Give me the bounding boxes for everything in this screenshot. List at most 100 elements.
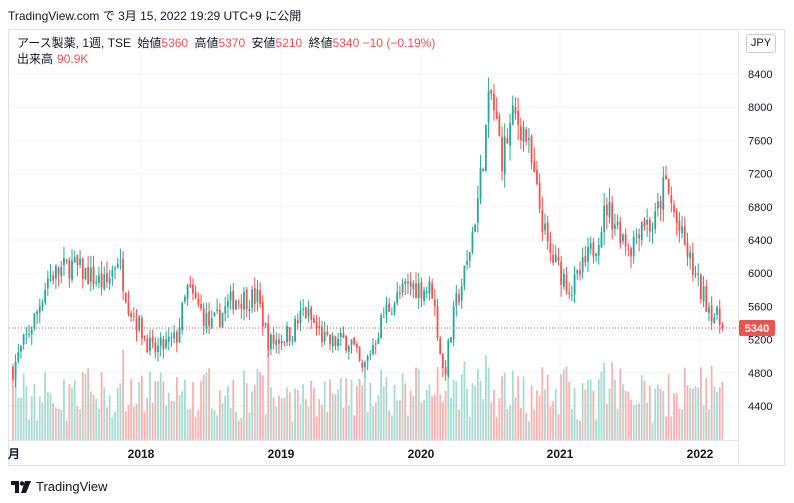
candle-body: [226, 301, 229, 307]
volume-bar: [253, 385, 256, 440]
candle-body: [396, 292, 399, 304]
candle-body: [482, 168, 485, 172]
candle-body: [229, 291, 232, 301]
volume-bar: [353, 415, 356, 440]
candle-body: [519, 126, 522, 141]
volume-bar: [579, 420, 581, 440]
publish-datetime: 3月 15, 2022 19:29 UTC+9: [118, 9, 262, 23]
candle-body: [565, 274, 568, 292]
volume-bar: [81, 371, 84, 440]
volume-bar: [326, 411, 329, 440]
candle-body: [76, 254, 79, 266]
candle-body: [498, 116, 501, 137]
volume-bar: [312, 388, 315, 440]
volume-bar: [517, 376, 520, 440]
candle-body: [490, 90, 493, 94]
candle-body: [678, 220, 681, 232]
volume-bar: [595, 419, 597, 440]
candle-body: [444, 366, 447, 375]
candle-body: [651, 230, 654, 232]
volume-bar: [299, 404, 302, 440]
volume-bar: [183, 379, 186, 440]
candle-body: [296, 320, 299, 324]
candle-body: [49, 275, 52, 278]
x-tick-label: 2022: [687, 447, 714, 461]
candle-body: [697, 273, 700, 275]
candle-body: [162, 339, 165, 350]
volume-bar: [157, 381, 159, 440]
candle-body: [544, 223, 546, 231]
candle-body: [213, 312, 216, 317]
candle-body: [630, 248, 632, 257]
candle-body: [350, 339, 353, 345]
candle-body: [718, 308, 721, 326]
volume-bar: [33, 383, 36, 440]
volume-bar: [592, 390, 595, 440]
candle-body: [116, 263, 119, 268]
candle-body: [708, 307, 710, 313]
candle-body: [22, 334, 25, 345]
symbol-title[interactable]: アース製薬, 1週, TSE: [17, 36, 132, 50]
volume-bar: [541, 367, 544, 440]
candle-body: [165, 339, 167, 348]
volume-bar: [533, 409, 536, 440]
volume-bar: [210, 408, 213, 440]
candle-body: [186, 284, 189, 299]
candle-body: [345, 336, 348, 351]
candle-body: [288, 327, 291, 341]
candle-body: [299, 310, 302, 324]
candle-body: [686, 242, 689, 257]
volume-bar: [611, 362, 614, 440]
volume-bar: [503, 372, 506, 440]
volume-bar: [366, 411, 369, 440]
candle-body: [347, 345, 350, 352]
volume-bar: [226, 386, 229, 440]
volume-bar: [165, 405, 167, 440]
volume-bar: [143, 411, 146, 440]
candle-body: [460, 286, 463, 301]
y-tick-label: 4400: [748, 401, 772, 413]
volume-bar: [315, 416, 318, 440]
volume-bar: [686, 385, 689, 440]
volume-bar: [665, 416, 667, 440]
candle-body: [509, 123, 511, 146]
volume-bar: [417, 369, 420, 440]
volume-bar: [656, 384, 659, 440]
volume-bar: [267, 352, 270, 440]
candle-body: [517, 111, 520, 125]
volume-bar: [334, 394, 337, 440]
candle-body: [436, 306, 439, 338]
candle-body: [310, 307, 313, 320]
volume-bar: [25, 386, 28, 440]
volume-bar: [452, 379, 455, 440]
currency-button[interactable]: JPY: [746, 34, 776, 53]
candle-body: [326, 331, 329, 335]
volume-bar: [605, 403, 608, 440]
candle-body: [71, 260, 73, 280]
volume-bar: [124, 411, 127, 440]
candle-body: [218, 309, 221, 327]
candle-body: [576, 269, 579, 274]
candle-body: [605, 204, 608, 216]
volume-bar: [57, 408, 60, 440]
volume-bar: [167, 392, 170, 440]
volume-bar: [97, 408, 100, 440]
volume-bar: [721, 381, 724, 440]
candle-body: [675, 210, 678, 224]
volume-bar: [374, 402, 377, 440]
candle-body: [36, 311, 38, 315]
volume-bar: [460, 374, 463, 440]
candle-body: [533, 161, 536, 172]
candle-body: [643, 219, 646, 228]
volume-bar: [162, 381, 165, 440]
candle-body: [73, 257, 76, 263]
candle-body: [302, 309, 305, 311]
candle-body: [388, 303, 391, 312]
volume-bar: [108, 395, 111, 440]
candle-body: [506, 138, 509, 143]
candle-body: [124, 293, 127, 303]
volume-bar: [92, 395, 95, 440]
volume-bar: [192, 381, 194, 440]
volume-bar: [603, 362, 606, 440]
